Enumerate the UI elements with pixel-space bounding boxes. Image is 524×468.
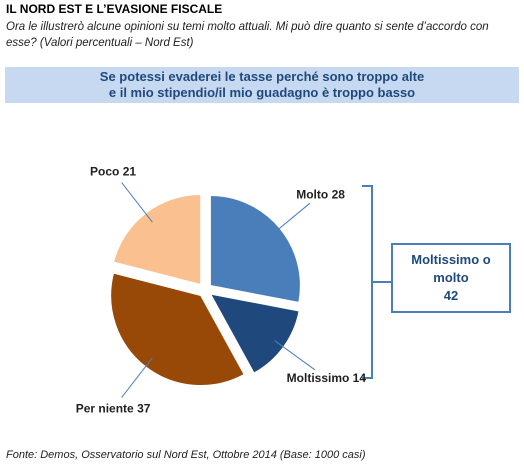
question: Se potessi evaderei le tasse perché sono… bbox=[100, 69, 424, 84]
subtitle: Ora le illustrerò alcune opinioni su tem… bbox=[6, 21, 489, 33]
slice-label: Moltissimo 14 bbox=[287, 371, 367, 385]
slice-category: Moltissimo bbox=[287, 371, 350, 385]
pie-slice bbox=[110, 272, 245, 387]
slice-label: Molto 28 bbox=[296, 187, 345, 201]
callout-value: 42 bbox=[444, 288, 458, 303]
slice-category: Poco bbox=[90, 164, 119, 178]
source: Fonte: Demos, Osservatorio sul Nord Est,… bbox=[6, 449, 366, 461]
leader-line bbox=[270, 202, 311, 236]
slice-value: 21 bbox=[123, 164, 137, 178]
bracket bbox=[362, 185, 392, 379]
callout-box bbox=[391, 243, 511, 313]
question-banner bbox=[5, 67, 519, 103]
callout-label: Moltissimo o bbox=[411, 252, 491, 267]
subtitle: esse? (Valori percentuali – Nord Est) bbox=[6, 37, 194, 49]
slice-label: Poco 21 bbox=[90, 164, 136, 178]
callout-label: molto bbox=[433, 270, 468, 285]
chart-title: IL NORD EST E L’EVASIONE FISCALE bbox=[6, 2, 222, 16]
pie-slice bbox=[209, 195, 301, 303]
slice-category: Molto bbox=[296, 187, 328, 201]
leader-line bbox=[274, 340, 316, 371]
pie-slice bbox=[112, 193, 202, 286]
question: e il mio stipendio/il mio guadagno è tro… bbox=[109, 85, 415, 100]
slice-category: Per niente bbox=[76, 402, 134, 416]
slice-value: 37 bbox=[137, 402, 151, 416]
leader-line bbox=[121, 182, 153, 223]
slice-label: Per niente 37 bbox=[76, 402, 151, 416]
slice-value: 28 bbox=[332, 187, 346, 201]
leader-line bbox=[121, 357, 153, 398]
slice-value: 14 bbox=[353, 371, 367, 385]
